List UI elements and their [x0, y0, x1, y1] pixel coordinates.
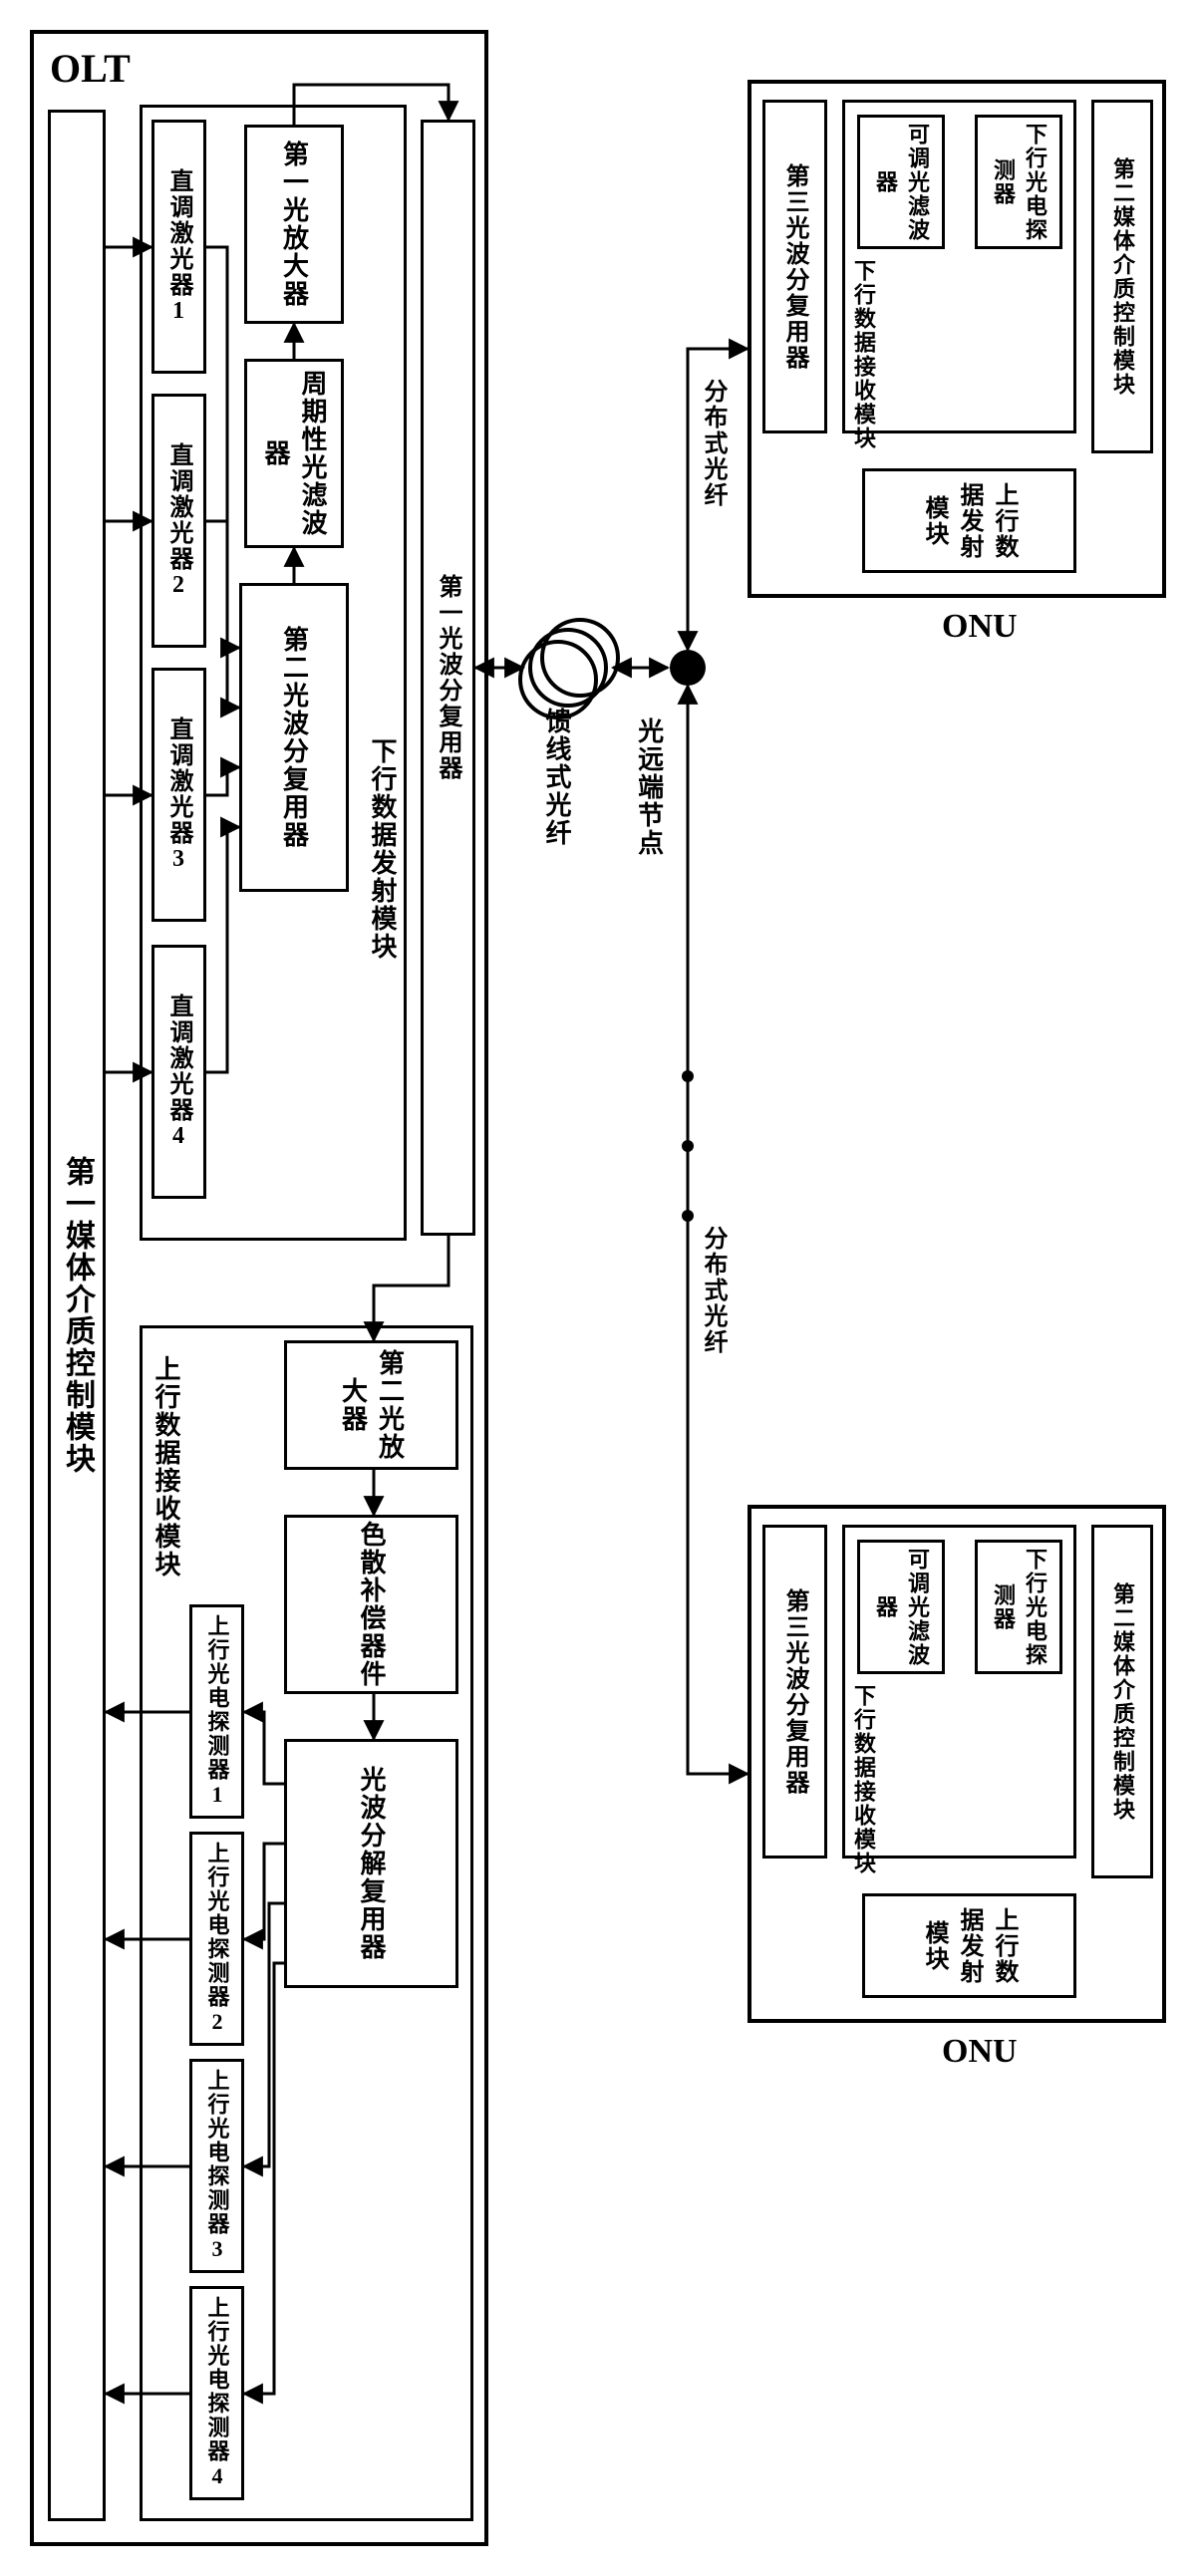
- wdm2b: 第二光波分复用器: [239, 583, 349, 892]
- tx-mod-label: 下行数据发射模块: [364, 737, 401, 961]
- amp1b: 第一光放大器: [244, 125, 344, 324]
- onu2-tx: 上行数据发射模块: [862, 1893, 1076, 1998]
- dist2: 分布式光纤: [696, 1226, 731, 1355]
- onu1-rx-label: 下行数据接收模块: [847, 259, 879, 450]
- onu1-tx: 上行数据发射模块: [862, 468, 1076, 573]
- dl4: 直调激光器4: [151, 945, 206, 1199]
- amp2b: 第二光放大器: [284, 1340, 458, 1470]
- olt-title: OLT: [50, 45, 131, 92]
- onu1-tun: 可调光滤波器: [857, 115, 945, 249]
- dl1: 直调激光器1: [151, 120, 206, 374]
- disp: 色散补偿器件: [284, 1515, 458, 1694]
- dist1: 分布式光纤: [696, 379, 731, 508]
- onu2-tun: 可调光滤波器: [857, 1540, 945, 1674]
- pfb: 周期性光滤波器: [244, 359, 344, 548]
- onu2-title: ONU: [942, 2033, 1018, 2071]
- onu2-wdm3: 第三光波分复用器: [762, 1525, 827, 1859]
- det2: 上行光电探测器2: [189, 1832, 244, 2046]
- det3: 上行光电探测器3: [189, 2059, 244, 2273]
- onu1-mac2: 第二媒体介质控制模块: [1091, 100, 1153, 453]
- onu2-mac2: 第二媒体介质控制模块: [1091, 1525, 1153, 1878]
- onu1-wdm3: 第三光波分复用器: [762, 100, 827, 433]
- onu1-title: ONU: [942, 608, 1018, 646]
- rx-mod-label: 上行数据接收模块: [148, 1355, 184, 1578]
- first-mac: 第一媒体介质控制模块: [48, 110, 106, 2521]
- dl3: 直调激光器3: [151, 668, 206, 922]
- det1: 上行光电探测器1: [189, 1604, 244, 1819]
- wdm1b: 第一光波分复用器: [421, 120, 475, 1236]
- det4: 上行光电探测器4: [189, 2286, 244, 2500]
- dl2: 直调激光器2: [151, 394, 206, 648]
- onu2-rx-label: 下行数据接收模块: [847, 1684, 879, 1875]
- onu1-photo: 下行光电探测器: [975, 115, 1062, 249]
- onu2-photo: 下行光电探测器: [975, 1540, 1062, 1674]
- feeder-label: 馈线式光纤: [538, 708, 575, 847]
- remote-label: 光远端节点: [628, 717, 670, 857]
- demux: 光波分解复用器: [284, 1739, 458, 1988]
